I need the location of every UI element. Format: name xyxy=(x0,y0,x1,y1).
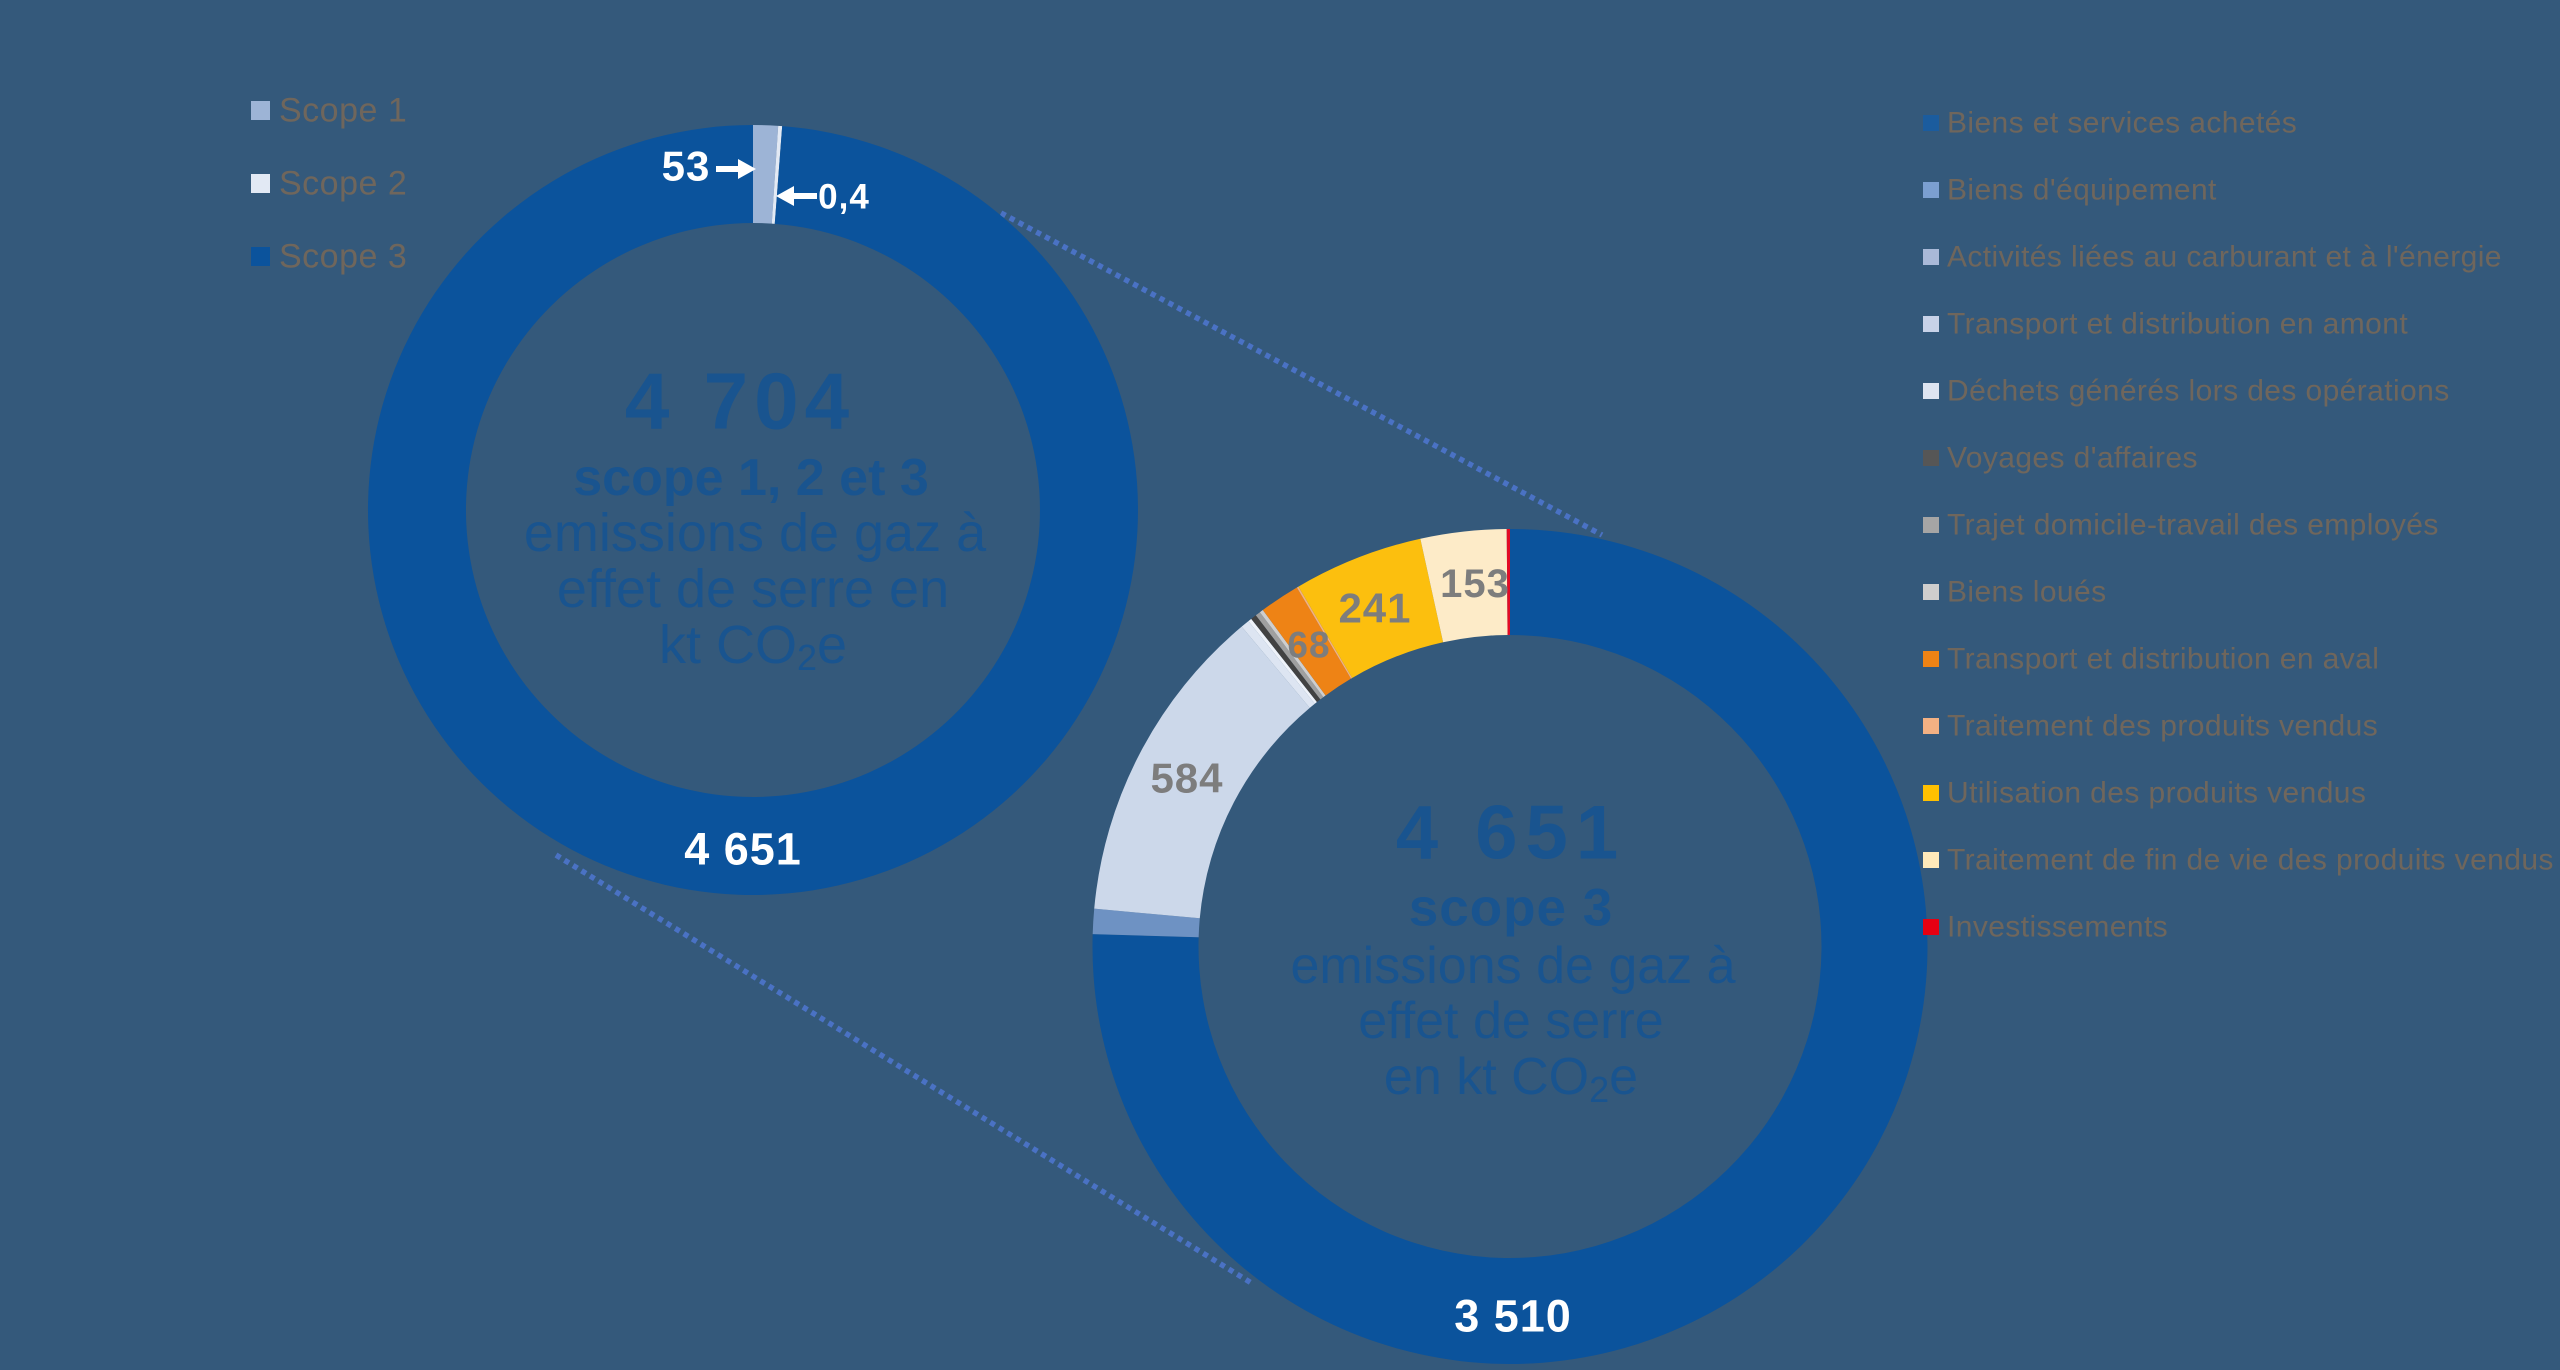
svg-text:emissions de gaz à: emissions de gaz à xyxy=(1290,937,1735,995)
svg-text:Biens loués: Biens loués xyxy=(1947,576,2107,609)
svg-text:Traitement de fin de vie des p: Traitement de fin de vie des produits ve… xyxy=(1947,844,2554,877)
svg-text:Transport et distribution en a: Transport et distribution en aval xyxy=(1947,643,2379,676)
svg-text:Scope 3: Scope 3 xyxy=(279,238,407,276)
svg-text:Traitement des produits vendus: Traitement des produits vendus xyxy=(1947,710,2378,743)
svg-text:4 704: 4 704 xyxy=(625,357,855,446)
svg-text:kt CO2e: kt CO2e xyxy=(659,615,847,678)
svg-text:3 510: 3 510 xyxy=(1454,1291,1572,1342)
svg-text:emissions de gaz à: emissions de gaz à xyxy=(524,503,987,563)
svg-text:scope 3: scope 3 xyxy=(1409,879,1613,938)
svg-text:Biens et services achetés: Biens et services achetés xyxy=(1947,107,2297,140)
svg-text:68: 68 xyxy=(1287,625,1330,666)
svg-text:Scope 2: Scope 2 xyxy=(279,165,407,203)
svg-text:241: 241 xyxy=(1338,585,1411,632)
svg-text:Activités liées au carburant e: Activités liées au carburant et à l'éner… xyxy=(1947,241,2502,274)
svg-text:Trajet domicile-travail des em: Trajet domicile-travail des employés xyxy=(1947,509,2439,542)
svg-text:effet de serre: effet de serre xyxy=(1358,992,1663,1050)
svg-text:153: 153 xyxy=(1440,562,1510,606)
svg-text:Déchets générés lors des opéra: Déchets générés lors des opérations xyxy=(1947,375,2450,408)
svg-text:4 651: 4 651 xyxy=(684,824,802,875)
svg-text:584: 584 xyxy=(1150,755,1223,802)
svg-text:0,4: 0,4 xyxy=(818,178,870,217)
svg-text:Biens d'équipement: Biens d'équipement xyxy=(1947,174,2217,207)
svg-text:53: 53 xyxy=(662,143,711,190)
svg-text:Utilisation des produits vendu: Utilisation des produits vendus xyxy=(1947,777,2366,810)
svg-text:Investissements: Investissements xyxy=(1947,911,2168,944)
svg-text:effet de serre en: effet de serre en xyxy=(557,559,949,619)
svg-text:Voyages d'affaires: Voyages d'affaires xyxy=(1947,442,2198,475)
svg-text:scope 1, 2 et 3: scope 1, 2 et 3 xyxy=(573,449,929,507)
svg-text:4 651: 4 651 xyxy=(1396,791,1626,876)
svg-text:Transport et distribution en a: Transport et distribution en amont xyxy=(1947,308,2408,341)
svg-text:Scope 1: Scope 1 xyxy=(279,92,407,130)
